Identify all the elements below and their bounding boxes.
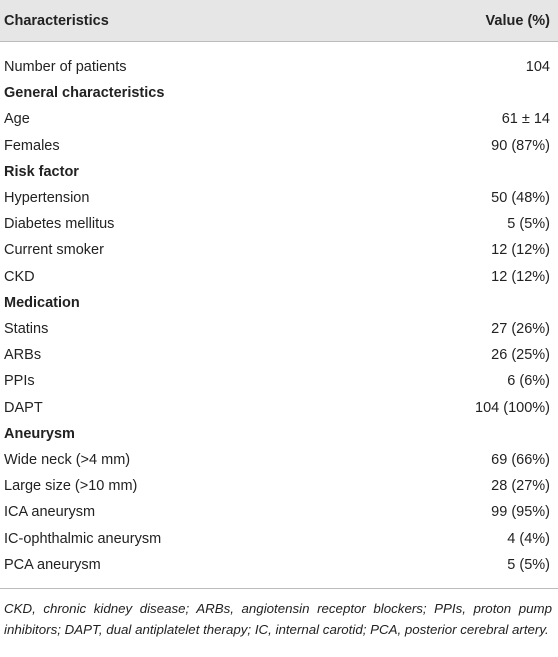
row-label: ICA aneurysm <box>4 504 96 521</box>
row-value: 27 (26%) <box>491 321 550 337</box>
row-label: DAPT <box>4 399 43 416</box>
section-heading: General characteristics <box>4 85 165 102</box>
row-label: Diabetes mellitus <box>4 216 115 233</box>
row-value: 99 (95%) <box>491 504 550 521</box>
row-value: 104 (100%) <box>475 399 550 416</box>
row-value: 12 (12%) <box>491 242 550 259</box>
section-heading: Aneurysm <box>4 425 75 442</box>
section-heading: Risk factor <box>4 163 79 180</box>
row-value: 50 (48%) <box>491 190 550 206</box>
table-rule <box>0 588 558 589</box>
row-label: PCA aneurysm <box>4 556 101 573</box>
row-value: 104 <box>525 59 550 75</box>
footnote: CKD, chronic kidney disease; ARBs, angio… <box>4 601 552 637</box>
row-label: Females <box>4 137 60 154</box>
row-value: 26 (25%) <box>491 347 550 364</box>
row-label: Age <box>4 111 30 128</box>
row-value: 90 (87%) <box>491 137 550 154</box>
row-label: Number of patients <box>4 59 127 75</box>
row-label: ARBs <box>4 347 42 364</box>
row-label: Hypertension <box>4 190 90 206</box>
section-heading: Medication <box>4 294 80 311</box>
row-label: PPIs <box>4 373 35 390</box>
row-value: 6 (6%) <box>507 373 550 390</box>
header-cell: Value (%) <box>485 13 550 29</box>
row-value: 61 ± 14 <box>501 111 550 128</box>
row-value: 5 (5%) <box>507 216 550 233</box>
header-cell: Characteristics <box>4 13 109 29</box>
row-label: Current smoker <box>4 242 104 259</box>
row-label: Large size (>10 mm) <box>4 478 138 495</box>
row-label: IC-ophthalmic aneurysm <box>4 530 162 547</box>
row-label: CKD <box>4 268 35 285</box>
row-label: Wide neck (>4 mm) <box>4 452 131 468</box>
row-value: 5 (5%) <box>507 556 550 573</box>
row-value: 12 (12%) <box>491 268 550 285</box>
row-label: Statins <box>4 321 49 337</box>
row-value: 69 (66%) <box>491 452 550 468</box>
row-value: 28 (27%) <box>491 478 550 495</box>
row-value: 4 (4%) <box>507 530 550 547</box>
table-header: Characteristics Value (%) <box>0 0 558 42</box>
